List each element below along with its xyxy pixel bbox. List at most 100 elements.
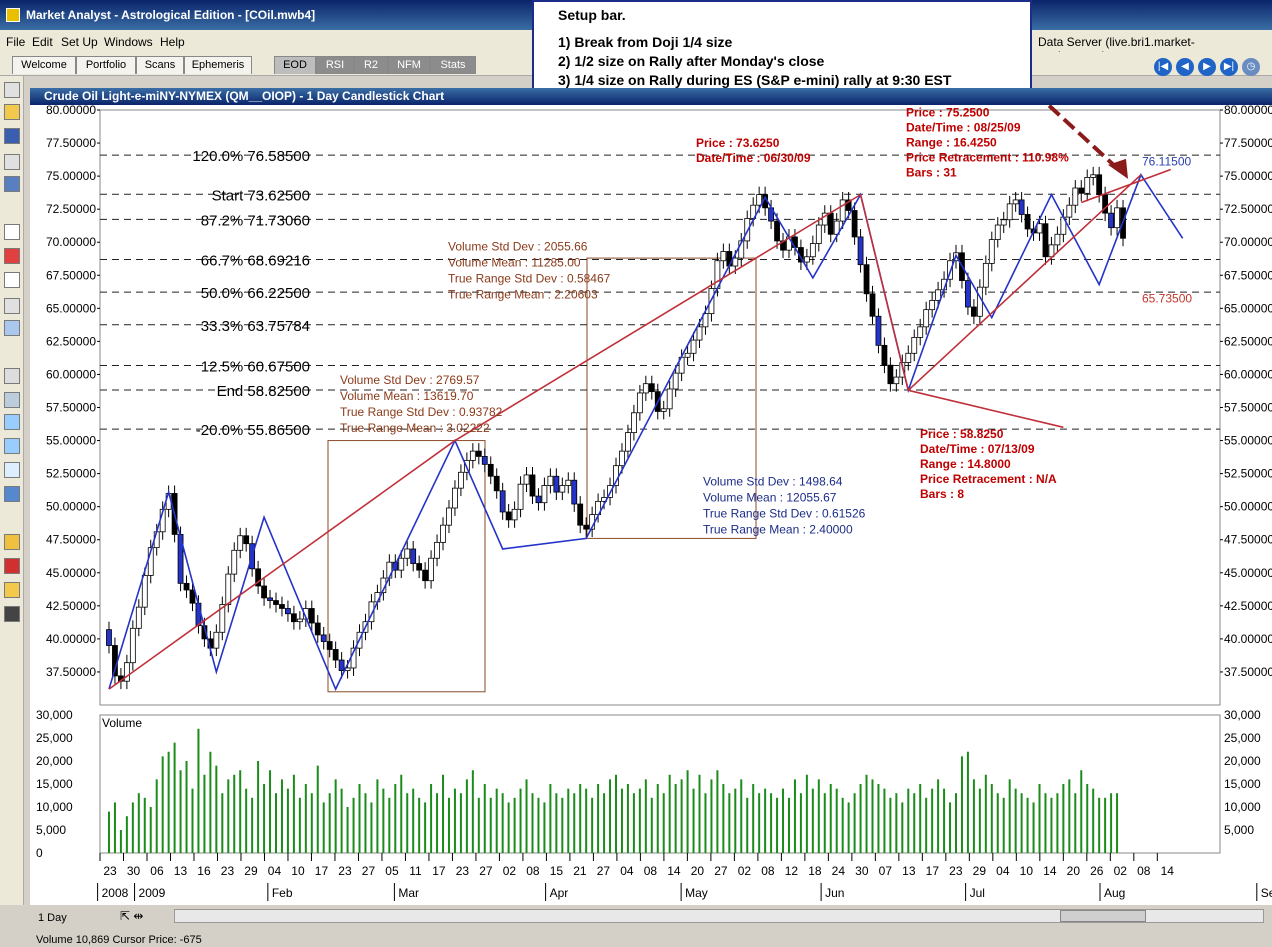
date-tick-label: 14 — [667, 864, 681, 878]
candle-body — [893, 376, 900, 385]
candlestick-chart[interactable]: 120.0% 76.58500 Start 73.62500 87.2% 71.73… — [30, 63, 1272, 905]
candle-body — [416, 563, 423, 571]
price-marker-label: 65.73500 — [1142, 292, 1192, 306]
stat-box-line: True Range Std Dev : 0.61526 — [703, 507, 866, 521]
date-tick-label: 08 — [644, 864, 658, 878]
candle-body — [135, 606, 142, 629]
candle-body — [255, 568, 262, 587]
volume-panel-frame — [99, 714, 1221, 854]
next-icon[interactable]: ▶ — [1198, 58, 1216, 76]
volume-tick-label-left: 30,000 — [36, 708, 73, 722]
price-tick-label-left: 37.50000 — [46, 665, 96, 679]
date-tick-label: 23 — [103, 864, 117, 878]
tab-portfolio[interactable]: Portfolio — [76, 56, 136, 74]
retracement-level-label: End 58.82500 — [217, 383, 310, 400]
chart-scrollbar[interactable] — [174, 909, 1264, 923]
candle-body — [875, 315, 882, 346]
tab-nfm[interactable]: NFM — [388, 56, 430, 74]
candle-body — [1090, 174, 1097, 178]
candle-body — [1054, 233, 1061, 246]
window-icon[interactable] — [4, 320, 20, 336]
crosshair-icon[interactable] — [4, 368, 20, 384]
candle-body — [458, 471, 464, 489]
volume-tick-label-right: 10,000 — [1224, 800, 1261, 814]
last-icon[interactable]: ▶| — [1220, 58, 1238, 76]
save-icon[interactable] — [4, 128, 20, 144]
candle-body — [559, 485, 566, 493]
candle-body — [994, 224, 1001, 240]
date-tick-label: 17 — [315, 864, 329, 878]
price-tick-label-left: 47.50000 — [46, 533, 96, 547]
status-text: Volume 10,869 Cursor Price: -675 — [36, 934, 202, 946]
candle-body — [571, 479, 578, 505]
candle-body — [189, 589, 196, 604]
candle-body — [911, 337, 918, 354]
price-tick-label-right: 42.50000 — [1224, 599, 1272, 613]
price-tick-label-right: 72.50000 — [1224, 202, 1272, 216]
zoom-in-icon[interactable] — [4, 414, 20, 430]
graduation-cap-icon[interactable] — [4, 606, 20, 622]
scrollbar-thumb[interactable] — [1060, 910, 1146, 922]
calendar-icon[interactable] — [4, 558, 20, 574]
previous-icon[interactable]: ◀ — [1176, 58, 1194, 76]
print-icon[interactable] — [4, 154, 20, 170]
pointer-tools-icon[interactable]: ⇱ ⇹ — [120, 909, 144, 923]
pen-tool-icon[interactable] — [4, 82, 20, 98]
tab-welcome[interactable]: Welcome — [12, 56, 76, 74]
delete-icon[interactable] — [4, 248, 20, 264]
price-tick-label-left: 60.00000 — [46, 367, 96, 381]
volume-layer — [107, 728, 1119, 853]
candle-body — [696, 326, 703, 341]
copy-chart-icon[interactable] — [4, 176, 20, 192]
month-tick-label: Jun — [825, 886, 844, 900]
open-folder-icon[interactable] — [4, 104, 20, 120]
zoom-out-icon[interactable] — [4, 438, 20, 454]
price-tick-label-left: 62.50000 — [46, 334, 96, 348]
astro-icon[interactable] — [4, 582, 20, 598]
month-tick-label: Mar — [398, 886, 419, 900]
date-tick-label: 06 — [150, 864, 164, 878]
stat-box-line: Volume Mean : 12055.67 — [703, 491, 837, 505]
date-tick-label: 17 — [926, 864, 940, 878]
candle-body — [225, 573, 232, 605]
pencil-icon[interactable] — [4, 298, 20, 314]
candle-body — [887, 364, 894, 385]
clock-icon[interactable]: ◷ — [1242, 58, 1260, 76]
price-tick-label-left: 75.00000 — [46, 169, 96, 183]
refresh-icon[interactable] — [4, 462, 20, 478]
candle-body — [905, 352, 912, 363]
tab-stats[interactable]: Stats — [430, 56, 476, 74]
menu-windows[interactable]: Windows — [104, 35, 153, 49]
note-icon[interactable] — [4, 534, 20, 550]
candle-body — [314, 622, 321, 636]
new-page-icon[interactable] — [4, 224, 20, 240]
info-label-line: Bars : 8 — [920, 487, 964, 501]
tab-ephemeris[interactable]: Ephemeris — [184, 56, 252, 74]
price-tick-label-left: 70.00000 — [46, 235, 96, 249]
tab-r2[interactable]: R2 — [354, 56, 388, 74]
tab-rsi[interactable]: RSI — [316, 56, 354, 74]
menu-setup[interactable]: Set Up — [61, 35, 98, 49]
menu-edit[interactable]: Edit — [32, 35, 53, 49]
candle-body — [320, 634, 327, 642]
date-tick-label: 18 — [808, 864, 822, 878]
candle-body — [517, 483, 524, 510]
tab-eod[interactable]: EOD — [274, 56, 316, 74]
menu-file[interactable]: File — [6, 35, 26, 49]
menu-help[interactable]: Help — [160, 35, 185, 49]
lock-icon[interactable] — [4, 486, 20, 502]
candle-body — [469, 450, 476, 461]
timeframe-select[interactable]: 1 Day — [38, 912, 67, 924]
duplicate-icon[interactable] — [4, 272, 20, 288]
candle-body — [428, 557, 434, 582]
retracement-level-label: 87.2% 71.73060 — [201, 212, 310, 229]
grid-icon[interactable] — [4, 392, 20, 408]
first-icon[interactable]: |◀ — [1154, 58, 1172, 76]
candle-body — [541, 485, 548, 504]
candle-body — [398, 557, 405, 571]
date-tick-label: 27 — [714, 864, 728, 878]
tab-scans[interactable]: Scans — [136, 56, 184, 74]
candle-body — [684, 352, 691, 358]
price-tick-label-right: 40.00000 — [1224, 632, 1272, 646]
candle-body — [803, 256, 810, 263]
